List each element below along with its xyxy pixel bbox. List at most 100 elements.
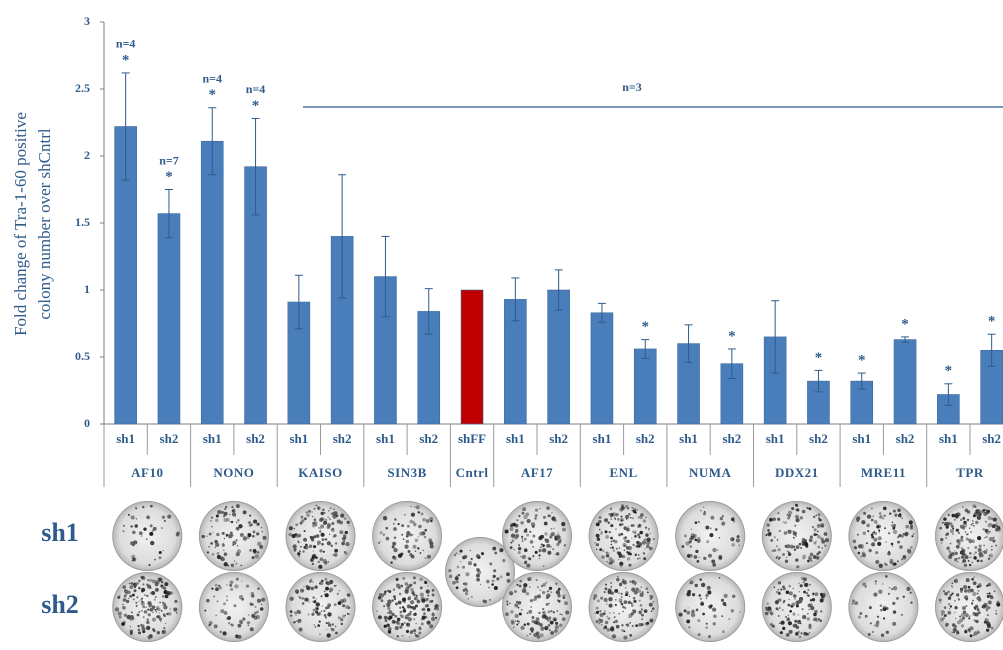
colony (294, 611, 297, 614)
colony (787, 604, 790, 607)
colony (323, 610, 325, 612)
colony (316, 608, 318, 610)
colony (538, 554, 540, 556)
colony (817, 546, 820, 549)
y-tick-label: 3 (84, 14, 90, 28)
colony (392, 542, 396, 546)
colony (520, 556, 522, 558)
colony (901, 614, 903, 616)
colony (289, 597, 293, 601)
colony (250, 627, 254, 631)
colony (948, 603, 950, 605)
colony (945, 624, 947, 626)
colony (424, 536, 427, 539)
colony (310, 536, 313, 539)
colony (903, 596, 905, 598)
colony (857, 534, 859, 536)
colony (534, 621, 538, 625)
colony (978, 590, 980, 592)
colony (518, 515, 520, 517)
colony (738, 545, 740, 547)
x-tick-label: sh2 (246, 431, 265, 446)
colony-dish (762, 501, 832, 571)
colony (303, 586, 305, 588)
colony (715, 528, 718, 531)
colony (690, 536, 694, 540)
colony (694, 555, 698, 559)
x-tick-label: sh1 (376, 431, 395, 446)
colony (564, 544, 566, 546)
colony (807, 617, 810, 620)
colony (463, 555, 464, 556)
colony (553, 617, 557, 621)
colony (971, 539, 975, 543)
colony (500, 575, 503, 578)
colony (879, 512, 881, 514)
colony (989, 555, 990, 556)
colony (249, 521, 251, 523)
colony (480, 584, 481, 585)
colony (789, 610, 792, 613)
colony (319, 583, 321, 585)
colony (155, 582, 159, 586)
colony (224, 538, 225, 539)
colony (610, 518, 612, 520)
colony (789, 599, 790, 600)
colony (527, 578, 529, 580)
colony (407, 605, 411, 609)
colony (509, 591, 513, 595)
colony (960, 538, 964, 542)
colony (129, 595, 132, 598)
colony (799, 635, 802, 638)
colony (436, 606, 438, 608)
colony (897, 560, 899, 562)
colony (511, 619, 515, 623)
colony (319, 620, 321, 622)
colony (420, 552, 422, 554)
colony-dish (286, 501, 356, 571)
colony (604, 587, 607, 590)
colony (380, 531, 383, 534)
colony (529, 633, 531, 635)
colony (792, 613, 795, 616)
colony (954, 612, 956, 614)
colony (719, 577, 721, 579)
colony (631, 524, 634, 527)
colony (562, 528, 566, 532)
colony (202, 535, 205, 538)
colony (891, 588, 893, 590)
colony (809, 623, 810, 624)
colony (260, 607, 263, 610)
colony (333, 508, 335, 510)
x-tick-label: sh1 (289, 431, 308, 446)
colony (161, 585, 165, 589)
colony (893, 510, 896, 513)
colony (969, 528, 970, 529)
colony (542, 611, 545, 614)
colony (986, 549, 988, 551)
colony (401, 534, 403, 536)
colony (516, 601, 518, 603)
colony (732, 595, 735, 598)
colony (426, 589, 430, 593)
colony (892, 528, 894, 530)
colony (808, 609, 810, 611)
colony (730, 537, 734, 541)
colony-dish (372, 572, 442, 642)
colony (975, 606, 978, 609)
colony (769, 518, 773, 522)
colony (971, 562, 973, 564)
colony (532, 535, 535, 538)
colony (161, 527, 163, 529)
colony (798, 591, 800, 593)
colony (561, 522, 565, 526)
colony (298, 541, 300, 543)
colony (241, 580, 242, 581)
colony (776, 607, 779, 610)
group-label: MRE11 (861, 465, 906, 480)
colony (340, 531, 342, 533)
colony (456, 580, 459, 583)
colony (516, 624, 518, 626)
colony (801, 608, 803, 610)
colony (611, 541, 613, 543)
